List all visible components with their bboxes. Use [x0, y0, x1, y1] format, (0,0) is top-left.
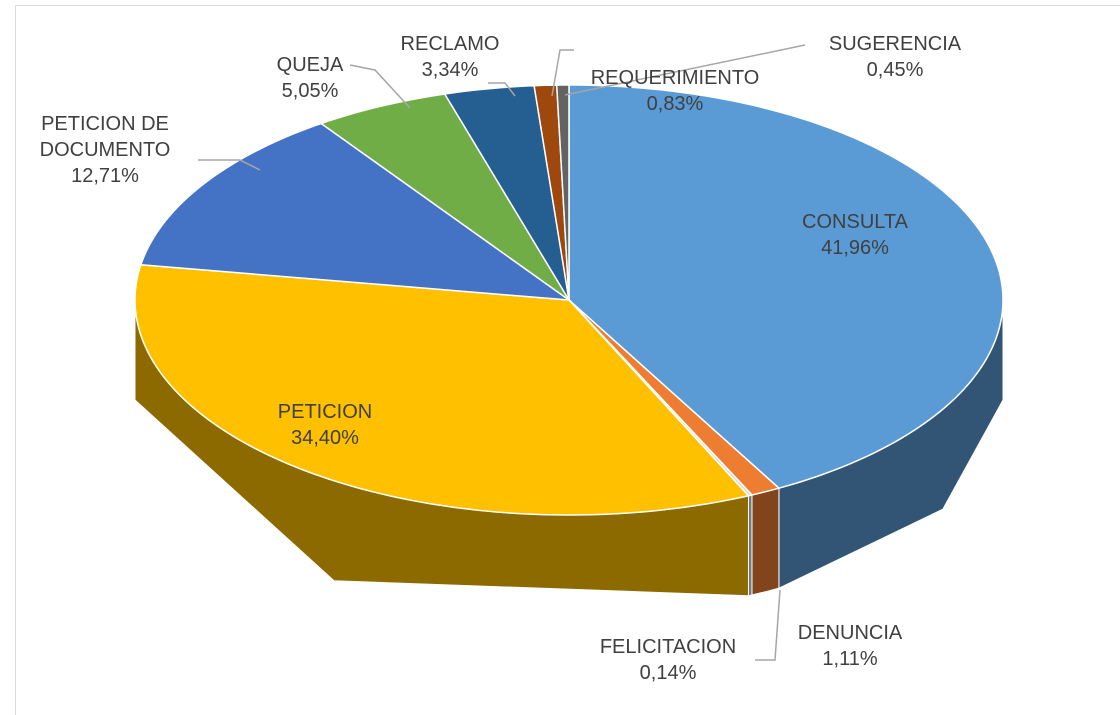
slice-side [747, 494, 753, 597]
value-label: 3,34% [421, 59, 479, 81]
value-label: 0,14% [639, 662, 697, 684]
leader-line [198, 159, 261, 171]
slice [319, 93, 570, 301]
slice [568, 84, 1004, 490]
category-label: PETICION DE DOCUMENTO [39, 113, 171, 161]
category-label: FELICITACION [599, 636, 737, 658]
slice [134, 264, 750, 516]
category-label: SUGERENCIA [828, 33, 962, 55]
value-label: 12,71% [71, 165, 139, 187]
data-label: PETICION 34,40% [278, 399, 372, 451]
slice-side [750, 487, 780, 597]
category-label: RECLAMO [400, 33, 500, 55]
category-label: PETICION [277, 401, 373, 423]
category-label: QUEJA [276, 54, 344, 76]
leader-line [488, 82, 516, 97]
data-label: PETICION DE DOCUMENTO 12,71% [20, 111, 190, 189]
leader-lines [198, 44, 806, 661]
value-label: 5,05% [281, 80, 339, 102]
data-label: QUEJA 5,05% [277, 52, 344, 104]
slice [555, 84, 570, 301]
leader-line [564, 44, 806, 96]
value-label: 1,11% [822, 648, 878, 670]
data-label: SUGERENCIA 0,45% [829, 31, 961, 83]
slice [443, 84, 570, 301]
value-label: 41,96% [821, 237, 889, 259]
slice [139, 122, 572, 301]
data-label: CONSULTA 41,96% [802, 209, 908, 261]
data-label: DENUNCIA 1,11% [798, 620, 902, 672]
data-label: RECLAMO 3,34% [401, 31, 500, 83]
value-label: 34,40% [291, 427, 359, 449]
category-label: CONSULTA [802, 211, 908, 233]
leader-line [349, 64, 411, 109]
data-label: FELICITACION 0,14% [600, 634, 736, 686]
category-label: DENUNCIA [797, 622, 903, 644]
data-label: REQUERIMIENTO 0,83% [591, 65, 760, 117]
value-label: 0,45% [866, 59, 924, 81]
leader-line [551, 49, 574, 97]
category-label: REQUERIMIENTO [590, 67, 760, 89]
leader-line [755, 589, 781, 661]
value-label: 0,83% [646, 93, 704, 115]
